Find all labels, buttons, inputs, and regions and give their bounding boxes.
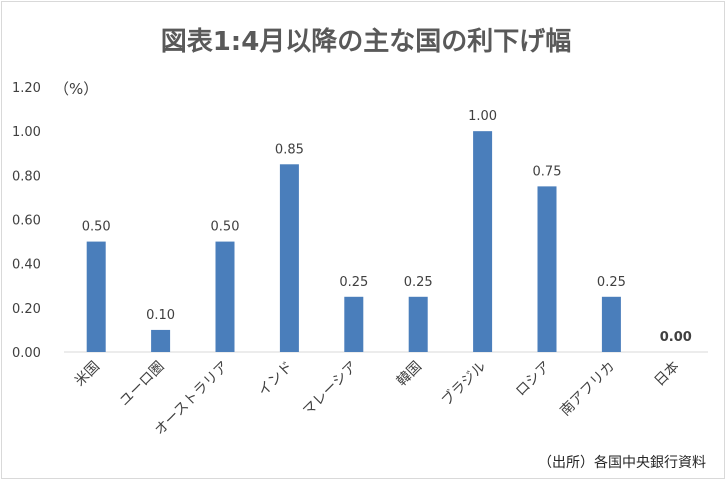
value-labels: 0.50 0.10 0.50 0.85 0.25 0.25 1.00 0.75 0.25 0.00	[82, 109, 692, 345]
bar	[408, 296, 428, 352]
y-tick-label: 1.00	[12, 125, 41, 140]
category-label: ブラジル	[438, 358, 489, 409]
bar	[279, 164, 299, 352]
value-label: 1.00	[468, 109, 497, 124]
category-label: 韓国	[394, 359, 425, 390]
value-label: 0.00	[660, 330, 692, 345]
category-label: マレーシア	[300, 359, 361, 420]
category-label: ロシア	[513, 359, 554, 400]
value-label: 0.10	[146, 308, 175, 323]
value-label: 0.75	[533, 164, 562, 179]
bar	[86, 241, 106, 352]
chart-title: 図表1:4月以降の主な国の利下げ幅	[161, 27, 572, 57]
y-tick-label: 1.20	[12, 81, 41, 96]
category-label: ユーロ圏	[117, 359, 168, 410]
source-note: （出所）各国中央銀行資料	[538, 455, 706, 471]
y-tick-label: 0.60	[12, 214, 41, 229]
y-tick-label: 0.00	[12, 346, 41, 361]
y-tick-label: 0.80	[12, 169, 41, 184]
bars	[86, 131, 621, 352]
value-label: 0.85	[275, 142, 304, 157]
value-label: 0.25	[597, 275, 626, 290]
value-label: 0.50	[211, 220, 240, 235]
category-label: 南アフリカ	[557, 359, 618, 420]
y-tick-label: 0.20	[12, 302, 41, 317]
bar	[473, 131, 493, 352]
category-label: 日本	[652, 359, 683, 390]
bar	[151, 329, 171, 352]
y-unit-label: （%）	[54, 80, 98, 98]
value-label: 0.25	[404, 275, 433, 290]
bar	[215, 241, 235, 352]
bar	[601, 296, 621, 352]
y-tick-label: 0.40	[12, 258, 41, 273]
bar	[537, 186, 557, 352]
category-label: 米国	[72, 359, 103, 390]
value-label: 0.25	[339, 275, 368, 290]
value-label: 0.50	[82, 220, 111, 235]
bar	[344, 296, 364, 352]
category-label: インド	[255, 359, 296, 400]
y-axis-ticks: 0.00 0.20 0.40 0.60 0.80 1.00 1.20	[12, 81, 41, 361]
